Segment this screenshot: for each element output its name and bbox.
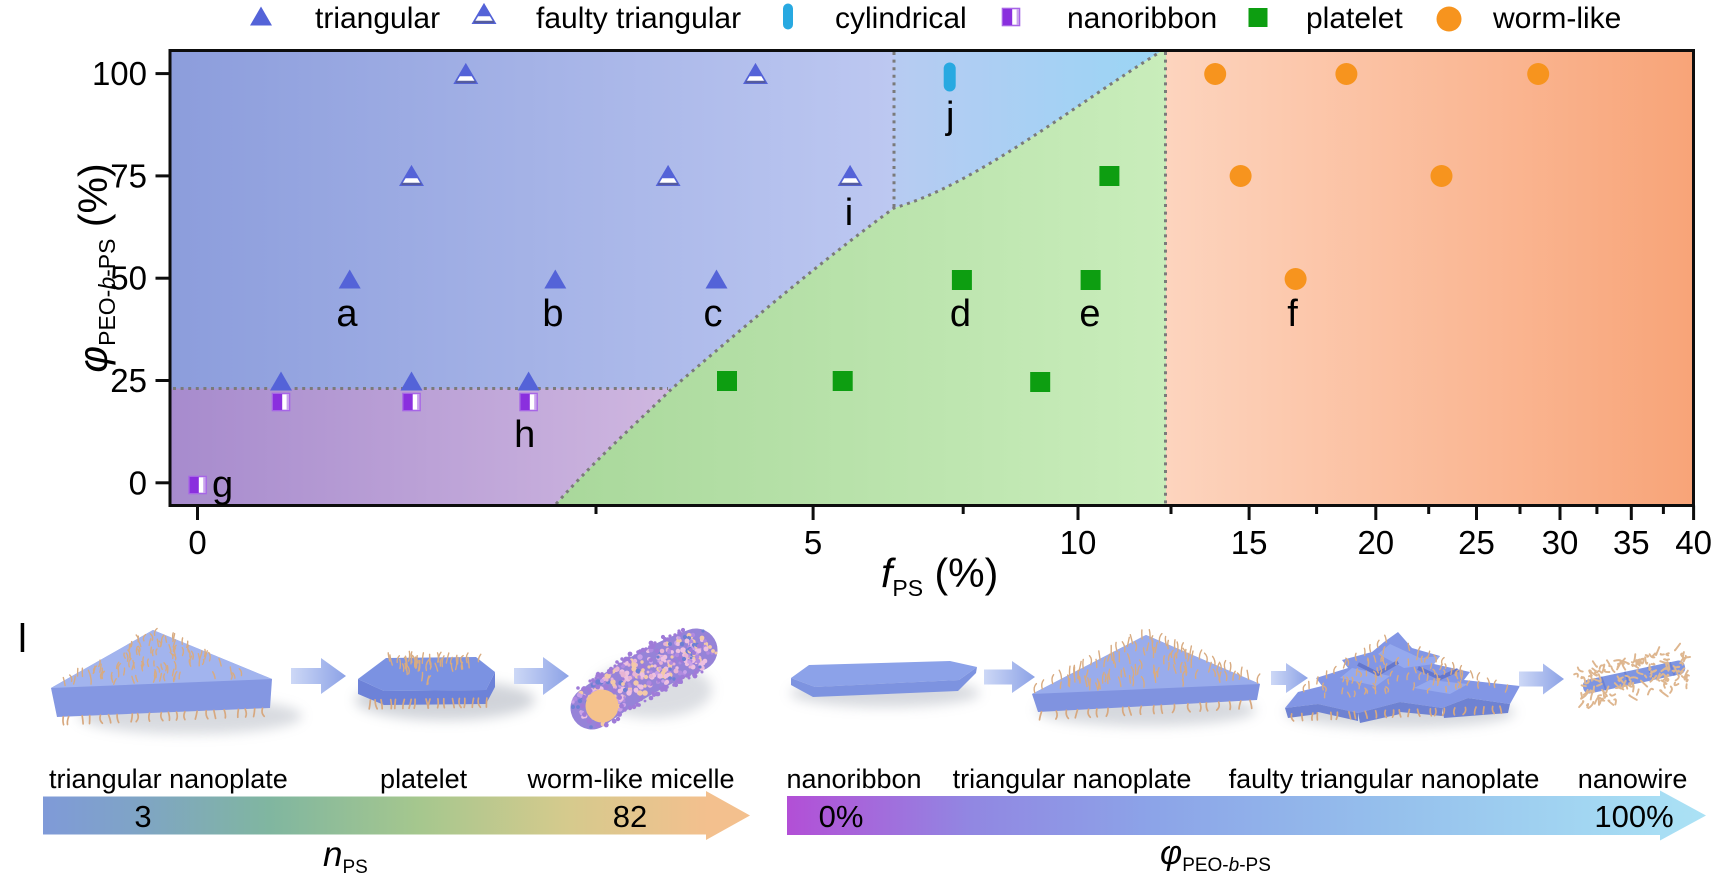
svg-text:j: j xyxy=(945,95,954,137)
svg-text:cylindrical: cylindrical xyxy=(835,2,967,35)
svg-text:c: c xyxy=(704,293,723,335)
svg-text:3: 3 xyxy=(134,799,151,834)
svg-text:g: g xyxy=(212,464,233,506)
svg-text:0: 0 xyxy=(129,464,147,501)
svg-text:l: l xyxy=(18,617,27,661)
svg-text:25: 25 xyxy=(110,362,147,399)
svg-text:f: f xyxy=(1287,293,1298,335)
svg-text:φPEO-b-PS (%): φPEO-b-PS (%) xyxy=(70,163,120,372)
svg-text:40: 40 xyxy=(1675,524,1712,561)
svg-text:100%: 100% xyxy=(1594,799,1673,834)
svg-text:100: 100 xyxy=(92,55,147,92)
svg-text:20: 20 xyxy=(1357,524,1394,561)
svg-text:15: 15 xyxy=(1231,524,1268,561)
svg-text:10: 10 xyxy=(1060,524,1097,561)
svg-text:triangular nanoplate: triangular nanoplate xyxy=(953,764,1192,794)
svg-text:nPS: nPS xyxy=(323,835,368,876)
svg-text:triangular nanoplate: triangular nanoplate xyxy=(49,764,288,794)
svg-text:50: 50 xyxy=(110,260,147,297)
svg-text:nanoribbon: nanoribbon xyxy=(1067,2,1217,35)
svg-text:nanoribbon: nanoribbon xyxy=(786,764,921,794)
svg-text:0%: 0% xyxy=(819,799,864,834)
svg-text:worm-like: worm-like xyxy=(1492,2,1621,35)
svg-text:fPS (%): fPS (%) xyxy=(881,550,998,601)
svg-text:platelet: platelet xyxy=(380,764,468,794)
svg-text:i: i xyxy=(845,192,853,234)
svg-text:82: 82 xyxy=(613,799,647,834)
svg-text:worm-like micelle: worm-like micelle xyxy=(526,764,734,794)
svg-text:5: 5 xyxy=(804,524,822,561)
svg-text:h: h xyxy=(514,414,535,456)
svg-text:faulty triangular: faulty triangular xyxy=(536,2,741,35)
svg-text:triangular: triangular xyxy=(315,2,440,35)
svg-text:d: d xyxy=(950,293,971,335)
svg-text:30: 30 xyxy=(1542,524,1579,561)
svg-text:a: a xyxy=(336,293,358,335)
svg-text:e: e xyxy=(1079,293,1100,335)
svg-text:φPEO-b-PS: φPEO-b-PS xyxy=(1160,834,1271,876)
svg-text:0: 0 xyxy=(188,524,206,561)
svg-text:b: b xyxy=(542,293,563,335)
svg-text:nanowire: nanowire xyxy=(1578,764,1688,794)
svg-text:35: 35 xyxy=(1613,524,1650,561)
svg-text:platelet: platelet xyxy=(1306,2,1403,35)
svg-text:faulty triangular nanoplate: faulty triangular nanoplate xyxy=(1229,764,1540,794)
svg-text:75: 75 xyxy=(110,157,147,194)
svg-text:25: 25 xyxy=(1458,524,1495,561)
